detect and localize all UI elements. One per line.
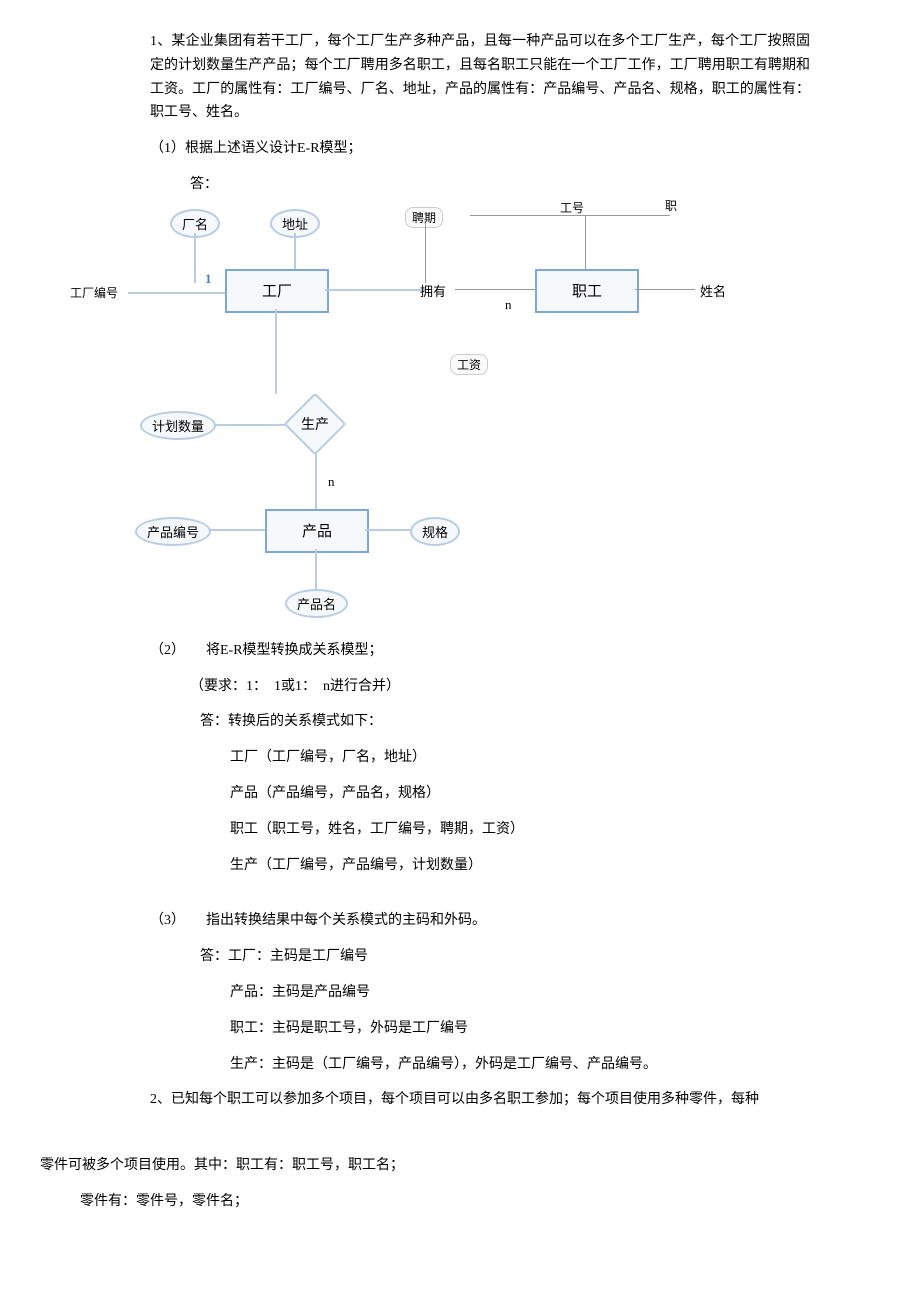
- rel-own: 拥有: [420, 281, 446, 300]
- q1-p3-line1: 产品：主码是产品编号: [230, 981, 810, 1005]
- q1-p3-line2: 职工：主码是职工号，外码是工厂编号: [230, 1017, 810, 1041]
- q1-part2-req: （要求：1： 1或1： n进行合并）: [190, 675, 810, 699]
- attr-period: 聘期: [405, 207, 443, 228]
- attr-prod-id: 产品编号: [135, 517, 211, 546]
- attr-salary: 工资: [450, 354, 488, 375]
- attr-plan-qty: 计划数量: [140, 411, 216, 440]
- q1-p2-line1: 产品（产品编号，产品名，规格）: [230, 782, 810, 806]
- card-n-2: n: [328, 474, 335, 490]
- attr-emp-id: 工号: [560, 199, 584, 216]
- attr-prod-name: 产品名: [285, 589, 348, 618]
- rel-produce: 生产: [285, 394, 345, 454]
- q1-p3-line3: 生产：主码是（工厂编号，产品编号），外码是工厂编号、产品编号。: [230, 1053, 810, 1077]
- card-n-1: n: [505, 297, 512, 313]
- q1-part1: （1）根据上述语义设计E-R模型；: [150, 137, 810, 161]
- q1-p2-line0: 工厂（工厂编号，厂名，地址）: [230, 746, 810, 770]
- q2-text1: 2、已知每个职工可以参加多个项目，每个项目可以由多名职工参加；每个项目使用多种零…: [150, 1088, 810, 1112]
- q1-part3-title: （3） 指出转换结果中每个关系模式的主码和外码。: [150, 909, 810, 933]
- q1-p2-line3: 生产（工厂编号，产品编号，计划数量）: [230, 854, 810, 878]
- q2-text2: 零件可被多个项目使用。其中：职工有：职工号，职工名；: [40, 1154, 920, 1178]
- entity-employee: 职工: [535, 269, 639, 313]
- entity-product: 产品: [265, 509, 369, 553]
- er-diagram: 厂名 地址 工厂编号 1 工厂 聘期 拥有 n 职工 工号 职 姓名 工资: [110, 209, 810, 639]
- attr-emp-title: 职: [665, 197, 677, 214]
- attr-spec: 规格: [410, 517, 460, 546]
- rel-produce-label: 生产: [301, 414, 329, 434]
- q1-part2-title: （2） 将E-R模型转换成关系模型；: [150, 639, 810, 663]
- attr-factory-id: 工厂编号: [70, 284, 118, 301]
- card-one: 1: [205, 271, 212, 287]
- attr-emp-name: 姓名: [700, 281, 726, 300]
- q1-text: 1、某企业集团有若干工厂，每个工厂生产多种产品，且每一种产品可以在多个工厂生产，…: [150, 30, 810, 125]
- q2-text3: 零件有：零件号，零件名；: [80, 1190, 920, 1214]
- entity-factory: 工厂: [225, 269, 329, 313]
- q1-part2-ans: 答：转换后的关系模式如下：: [200, 710, 810, 734]
- q1-p2-line2: 职工（职工号，姓名，工厂编号，聘期，工资）: [230, 818, 810, 842]
- q1-p3-line0: 答：工厂：主码是工厂编号: [200, 945, 810, 969]
- q1-answer-label: 答：: [190, 173, 810, 197]
